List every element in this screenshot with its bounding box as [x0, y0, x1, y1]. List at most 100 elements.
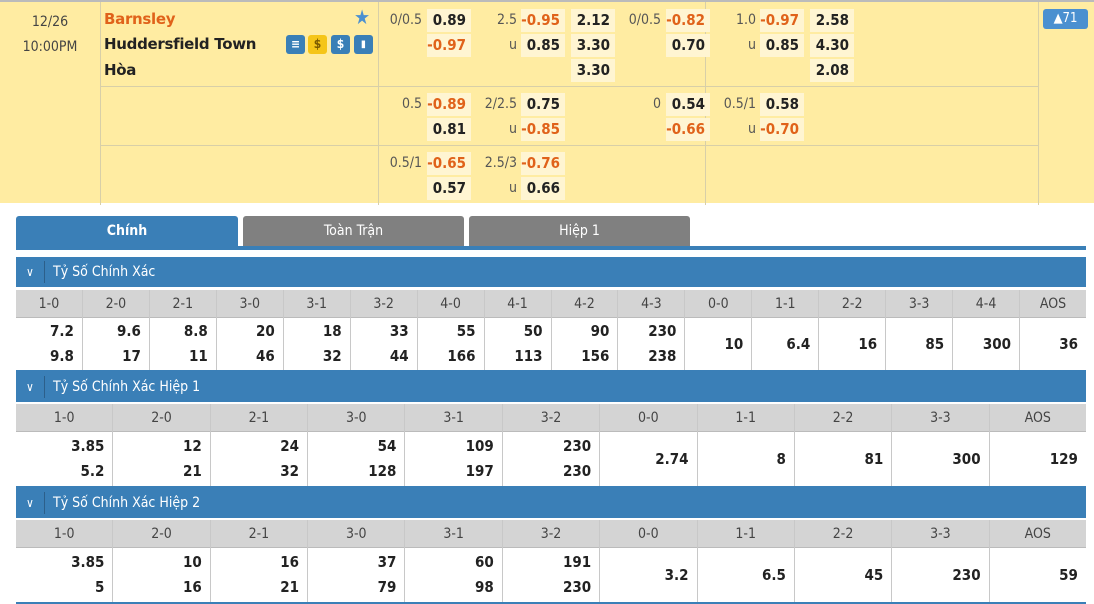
- odds-value[interactable]: 129: [1049, 449, 1078, 468]
- odds-value[interactable]: 3.2: [664, 565, 689, 584]
- odds-value[interactable]: 50: [523, 322, 543, 340]
- 1x2-odds[interactable]: 2.58: [810, 9, 854, 32]
- odds-value[interactable]: 230: [562, 437, 592, 455]
- section-header[interactable]: ∨ Tỷ Số Chính Xác Hiệp 2: [16, 488, 1086, 518]
- odds-value[interactable]: 8.8: [183, 322, 208, 340]
- odds-value[interactable]: 90: [590, 322, 610, 340]
- chevron-down-icon[interactable]: ∨: [26, 265, 34, 279]
- score-odds[interactable]: 8: [697, 432, 794, 486]
- odds-value[interactable]: 16: [858, 334, 878, 353]
- home-team[interactable]: Barnsley: [104, 10, 176, 28]
- odds-value[interactable]: 3.85: [71, 437, 105, 455]
- tab-2[interactable]: Toàn Trận: [243, 216, 464, 246]
- score-odds[interactable]: 10: [685, 318, 752, 370]
- 1x2-odds[interactable]: 4.30: [810, 34, 854, 57]
- odds-value[interactable]: 21: [182, 462, 202, 480]
- dollar-icon[interactable]: $: [331, 35, 350, 54]
- under-odds[interactable]: -0.70: [760, 118, 804, 141]
- tab-1[interactable]: Chính: [16, 216, 238, 250]
- odds-value[interactable]: 230: [562, 462, 592, 480]
- odds-value[interactable]: 21: [280, 578, 300, 596]
- odds-value[interactable]: 79: [377, 578, 397, 596]
- odds-value[interactable]: 300: [982, 334, 1012, 353]
- 1x2-odds[interactable]: 2.12: [571, 9, 615, 32]
- handicap-away-odds[interactable]: 0.70: [666, 34, 710, 57]
- score-odds[interactable]: 300: [953, 318, 1020, 370]
- under-odds[interactable]: 0.85: [760, 34, 804, 57]
- score-odds[interactable]: 24 32: [210, 432, 308, 486]
- score-odds[interactable]: 81: [794, 432, 892, 486]
- odds-value[interactable]: 16: [280, 553, 300, 571]
- score-odds[interactable]: 8.8 11: [149, 318, 216, 370]
- odds-value[interactable]: 166: [447, 347, 476, 365]
- score-odds[interactable]: 3.85 5: [16, 548, 113, 602]
- score-odds[interactable]: 59: [989, 548, 1086, 602]
- odds-value[interactable]: 81: [864, 449, 884, 468]
- odds-value[interactable]: 17: [122, 347, 141, 365]
- odds-value[interactable]: 45: [864, 565, 884, 584]
- score-odds[interactable]: 16: [819, 318, 886, 370]
- chevron-down-icon[interactable]: ∨: [26, 496, 34, 510]
- over-odds[interactable]: 0.75: [521, 93, 565, 116]
- handicap-home-odds[interactable]: 0.54: [666, 93, 710, 116]
- score-odds[interactable]: 10 16: [113, 548, 210, 602]
- odds-value[interactable]: 54: [377, 437, 397, 455]
- score-odds[interactable]: 300: [892, 432, 989, 486]
- score-odds[interactable]: 36: [1020, 318, 1086, 370]
- schedule-icon[interactable]: ≡: [286, 35, 305, 54]
- handicap-home-odds[interactable]: 0.89: [427, 9, 471, 32]
- odds-value[interactable]: 191: [562, 553, 592, 571]
- score-odds[interactable]: 230 230: [502, 432, 600, 486]
- score-odds[interactable]: 37 79: [308, 548, 405, 602]
- handicap-away-odds[interactable]: 0.57: [427, 177, 471, 200]
- odds-value[interactable]: 11: [189, 347, 208, 365]
- odds-value[interactable]: 7.2: [50, 322, 74, 340]
- odds-value[interactable]: 238: [648, 347, 677, 365]
- odds-value[interactable]: 18: [322, 322, 342, 340]
- section-header[interactable]: ∨ Tỷ Số Chính Xác Hiệp 1: [16, 372, 1086, 402]
- score-odds[interactable]: 50 113: [484, 318, 551, 370]
- score-odds[interactable]: 6.5: [697, 548, 794, 602]
- handicap-away-odds[interactable]: -0.66: [666, 118, 710, 141]
- odds-value[interactable]: 9.6: [116, 322, 141, 340]
- odds-value[interactable]: 8: [776, 449, 786, 468]
- odds-value[interactable]: 2.74: [655, 449, 689, 468]
- odds-value[interactable]: 24: [280, 437, 300, 455]
- 1x2-odds[interactable]: 3.30: [571, 59, 615, 82]
- score-odds[interactable]: 6.4: [752, 318, 819, 370]
- section-header[interactable]: ∨ Tỷ Số Chính Xác: [16, 257, 1086, 287]
- score-odds[interactable]: 9.6 17: [82, 318, 149, 370]
- odds-value[interactable]: 46: [255, 347, 275, 365]
- odds-value[interactable]: 128: [368, 462, 397, 480]
- odds-value[interactable]: 16: [182, 578, 202, 596]
- odds-value[interactable]: 230: [562, 578, 592, 596]
- coin-icon[interactable]: $: [308, 35, 327, 54]
- odds-value[interactable]: 85: [925, 334, 945, 353]
- score-odds[interactable]: 85: [886, 318, 953, 370]
- handicap-home-odds[interactable]: -0.82: [666, 9, 710, 32]
- over-odds[interactable]: -0.97: [760, 9, 804, 32]
- favorite-star-icon[interactable]: ★: [354, 5, 371, 29]
- odds-value[interactable]: 10: [182, 553, 202, 571]
- odds-value[interactable]: 156: [581, 347, 610, 365]
- odds-value[interactable]: 6.5: [761, 565, 786, 584]
- odds-value[interactable]: 37: [377, 553, 397, 571]
- odds-value[interactable]: 5.2: [80, 462, 105, 480]
- odds-value[interactable]: 5: [94, 578, 105, 596]
- odds-value[interactable]: 59: [1059, 565, 1078, 584]
- score-odds[interactable]: 90 156: [551, 318, 618, 370]
- chevron-down-icon[interactable]: ∨: [26, 380, 34, 394]
- odds-value[interactable]: 109: [465, 437, 494, 455]
- over-odds[interactable]: -0.95: [521, 9, 565, 32]
- score-odds[interactable]: 109 197: [405, 432, 502, 486]
- handicap-home-odds[interactable]: -0.89: [427, 93, 471, 116]
- score-odds[interactable]: 60 98: [405, 548, 502, 602]
- tab-3[interactable]: Hiệp 1: [469, 216, 690, 246]
- score-odds[interactable]: 20 46: [216, 318, 283, 370]
- odds-value[interactable]: 300: [952, 449, 981, 468]
- odds-value[interactable]: 230: [952, 565, 981, 584]
- score-odds[interactable]: 18 32: [283, 318, 350, 370]
- score-odds[interactable]: 129: [989, 432, 1086, 486]
- score-odds[interactable]: 45: [794, 548, 892, 602]
- score-odds[interactable]: 2.74: [600, 432, 697, 486]
